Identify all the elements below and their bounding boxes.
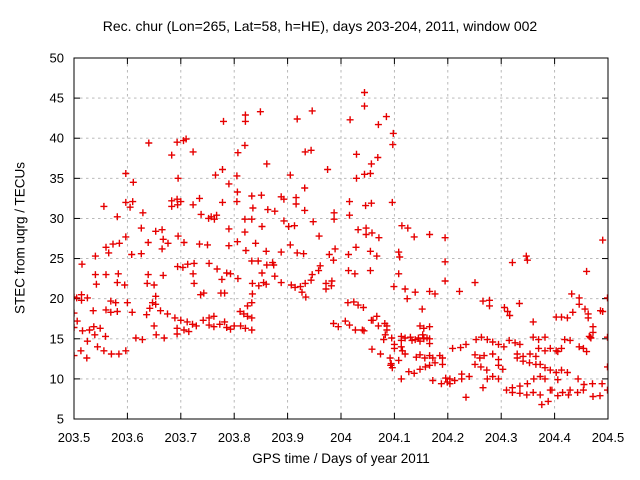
y-tick-label: 45: [50, 91, 64, 106]
x-axis-title: GPS time / Days of year 2011: [252, 451, 430, 466]
y-tick-label: 20: [50, 291, 64, 306]
y-tick-label: 10: [50, 371, 64, 386]
x-tick-label: 204.5: [592, 430, 625, 445]
y-tick-label: 35: [50, 171, 64, 186]
x-tick-label: 203.5: [58, 430, 91, 445]
x-tick-label: 204.2: [432, 430, 465, 445]
y-tick-label: 40: [50, 131, 64, 146]
x-tick-label: 203.7: [165, 430, 198, 445]
x-tick-label: 204.3: [485, 430, 518, 445]
x-tick-label: 204.4: [538, 430, 571, 445]
y-axis-title: STEC from uqrg / TECUs: [12, 161, 28, 315]
y-tick-label: 5: [57, 412, 64, 427]
chart-title: Rec. chur (Lon=265, Lat=58, h=HE), days …: [102, 18, 538, 34]
x-tick-label: 204.1: [378, 430, 411, 445]
y-tick-label: 30: [50, 211, 64, 226]
y-tick-label: 50: [50, 51, 64, 66]
y-tick-label: 25: [50, 251, 64, 266]
x-tick-label: 203.9: [271, 430, 304, 445]
plot-border: [73, 57, 609, 420]
y-tick-label: 15: [50, 331, 64, 346]
data-points: [74, 89, 608, 409]
x-tick-label: 203.6: [111, 430, 144, 445]
x-tick-label: 203.8: [218, 430, 251, 445]
x-tick-label: 204: [330, 430, 352, 445]
